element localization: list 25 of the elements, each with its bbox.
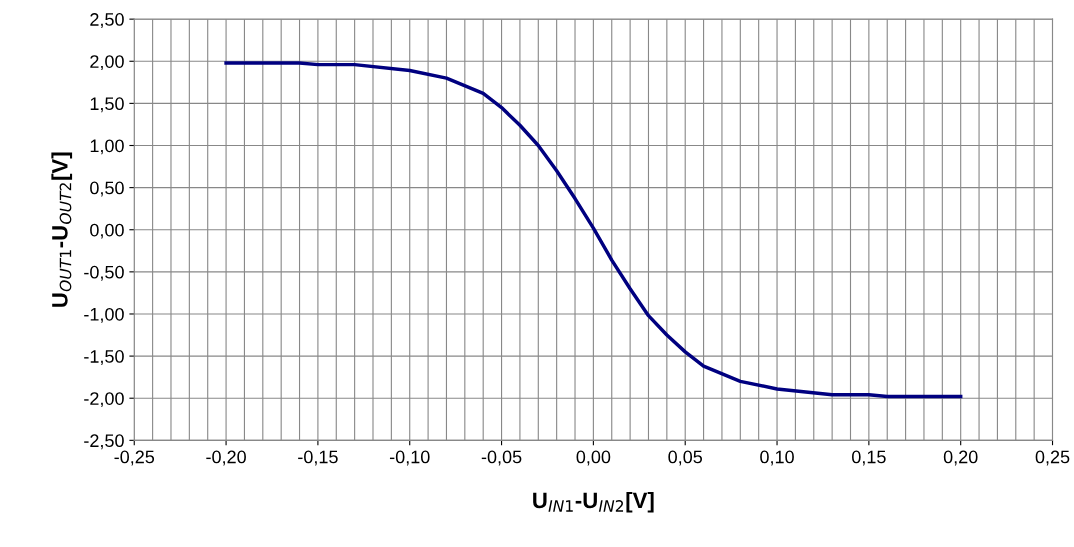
y-tick-label: -0,50 xyxy=(84,265,124,281)
x-tick-label: 0,05 xyxy=(668,450,703,466)
x-tick-label: 0,25 xyxy=(1035,450,1070,466)
y-tick-label: 2,50 xyxy=(90,13,124,28)
y-axis-title: U$_{OUT1}$-U$_{OUT2}$[V] xyxy=(51,152,73,307)
y-tick-label: -2,00 xyxy=(84,392,124,408)
y-tick-label: 1,00 xyxy=(90,139,124,155)
x-tick-label: -0,10 xyxy=(389,450,430,466)
x-axis-title: U$_{IN1}$-U$_{IN2}$[V] xyxy=(533,491,654,513)
y-tick-label: -1,50 xyxy=(84,350,124,365)
x-tick-label: 0,15 xyxy=(852,450,886,466)
y-tick-label: 2,00 xyxy=(90,55,124,71)
y-tick-label: 0,00 xyxy=(90,223,124,239)
y-tick-label: 0,50 xyxy=(90,181,124,197)
y-tick-label: -1,00 xyxy=(84,307,124,323)
x-tick-label: -0,25 xyxy=(114,450,155,466)
x-tick-label: -0,15 xyxy=(298,450,338,466)
y-tick-label: -2,50 xyxy=(84,434,124,450)
x-tick-label: 0,10 xyxy=(760,450,794,466)
x-tick-label: -0,20 xyxy=(206,450,246,466)
y-tick-label: 1,50 xyxy=(90,97,124,113)
x-tick-label: 0,20 xyxy=(943,450,978,466)
line-series xyxy=(224,61,963,399)
x-tick-label: -0,05 xyxy=(481,450,522,466)
x-tick-label: 0,00 xyxy=(576,450,611,466)
